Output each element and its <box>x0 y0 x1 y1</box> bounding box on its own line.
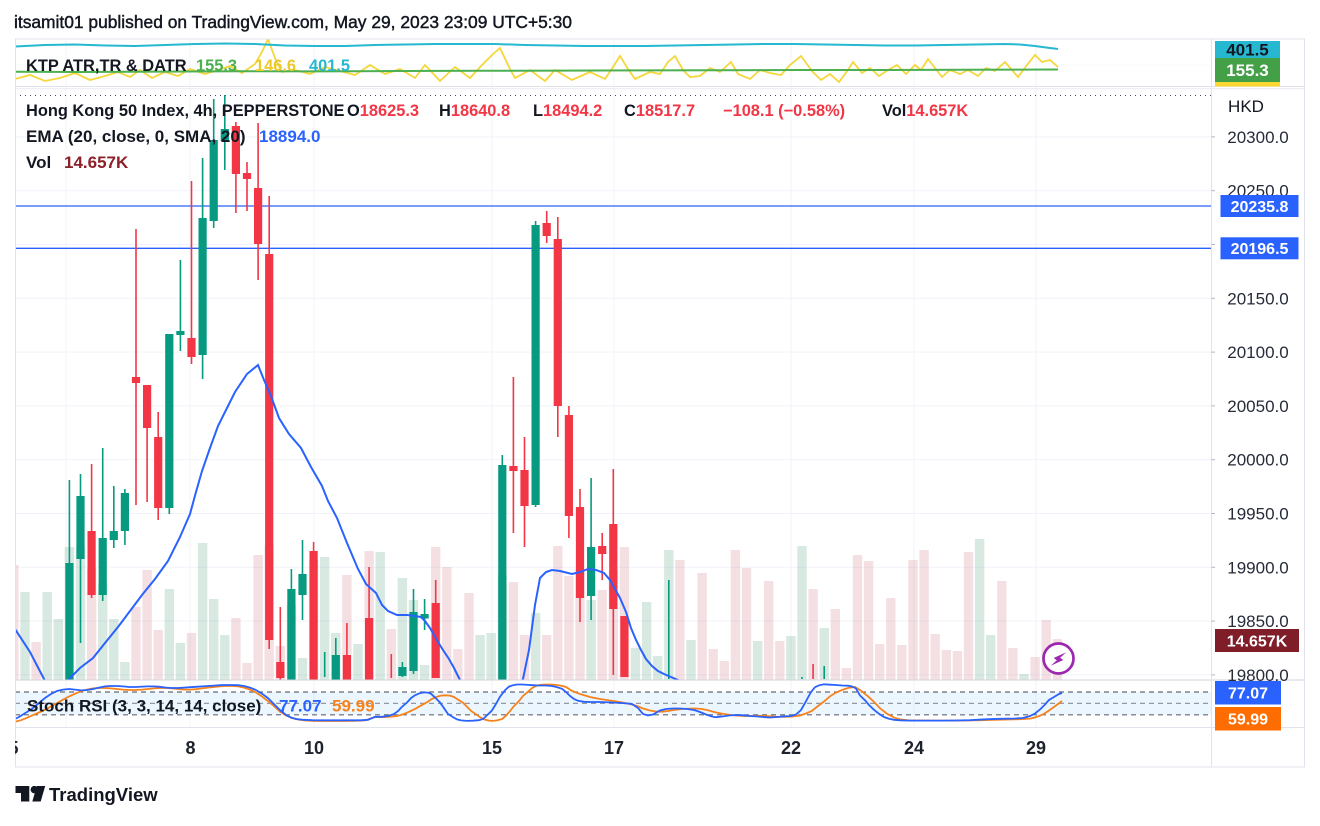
svg-text:155.3: 155.3 <box>1226 61 1269 80</box>
svg-text:19850.0: 19850.0 <box>1227 612 1288 631</box>
svg-text:Hong Kong 50 Index, 4h, PEPPER: Hong Kong 50 Index, 4h, PEPPERSTONE <box>26 102 345 120</box>
svg-text:itsamit01 published on Trading: itsamit01 published on TradingView.com, … <box>14 12 572 32</box>
svg-text:EMA (20, close, 0, SMA, 20): EMA (20, close, 0, SMA, 20) <box>26 127 246 146</box>
svg-text:29: 29 <box>1026 738 1046 758</box>
svg-text:HKD: HKD <box>1228 97 1264 116</box>
svg-text:20300.0: 20300.0 <box>1227 128 1288 147</box>
svg-text:Vol14.657K: Vol14.657K <box>882 102 968 120</box>
svg-text:20050.0: 20050.0 <box>1227 397 1288 416</box>
svg-text:L18494.2: L18494.2 <box>533 102 602 120</box>
svg-text:15: 15 <box>482 738 502 758</box>
svg-text:KTP ATR,TR & DATR: KTP ATR,TR & DATR <box>26 57 187 75</box>
svg-text:18894.0: 18894.0 <box>259 127 320 146</box>
svg-text:19800.0: 19800.0 <box>1227 666 1288 685</box>
svg-text:Stoch RSI (3, 3, 14, 14, close: Stoch RSI (3, 3, 14, 14, close) <box>27 697 261 716</box>
svg-text:8: 8 <box>185 738 195 758</box>
svg-text:77.07: 77.07 <box>1228 686 1268 703</box>
svg-text:24: 24 <box>904 738 924 758</box>
svg-text:22: 22 <box>781 738 801 758</box>
svg-text:20000.0: 20000.0 <box>1227 451 1288 470</box>
svg-text:C18517.7: C18517.7 <box>624 102 695 120</box>
svg-text:19900.0: 19900.0 <box>1227 558 1288 577</box>
svg-text:146.6: 146.6 <box>255 57 296 75</box>
svg-text:17: 17 <box>604 738 624 758</box>
svg-text:401.5: 401.5 <box>1226 41 1269 60</box>
svg-text:77.07: 77.07 <box>279 697 322 716</box>
svg-text:−108.1 (−0.58%): −108.1 (−0.58%) <box>723 102 845 120</box>
svg-text:19950.0: 19950.0 <box>1227 505 1288 524</box>
svg-text:5: 5 <box>8 738 18 758</box>
svg-text:59.99: 59.99 <box>1228 712 1268 729</box>
svg-text:20196.5: 20196.5 <box>1231 241 1289 258</box>
svg-text:155.3: 155.3 <box>196 57 237 75</box>
svg-text:Vol: Vol <box>26 153 51 172</box>
svg-text:20235.8: 20235.8 <box>1231 199 1289 216</box>
svg-text:401.5: 401.5 <box>309 57 350 75</box>
svg-text:14.657K: 14.657K <box>64 153 129 172</box>
svg-text:20150.0: 20150.0 <box>1227 289 1288 308</box>
svg-text:10: 10 <box>304 738 324 758</box>
svg-text:H18640.8: H18640.8 <box>439 102 510 120</box>
svg-text:59.99: 59.99 <box>332 697 375 716</box>
svg-text:14.657K: 14.657K <box>1227 633 1288 650</box>
svg-text:20100.0: 20100.0 <box>1227 343 1288 362</box>
svg-text:TradingView: TradingView <box>49 784 158 805</box>
svg-text:O18625.3: O18625.3 <box>347 102 419 120</box>
